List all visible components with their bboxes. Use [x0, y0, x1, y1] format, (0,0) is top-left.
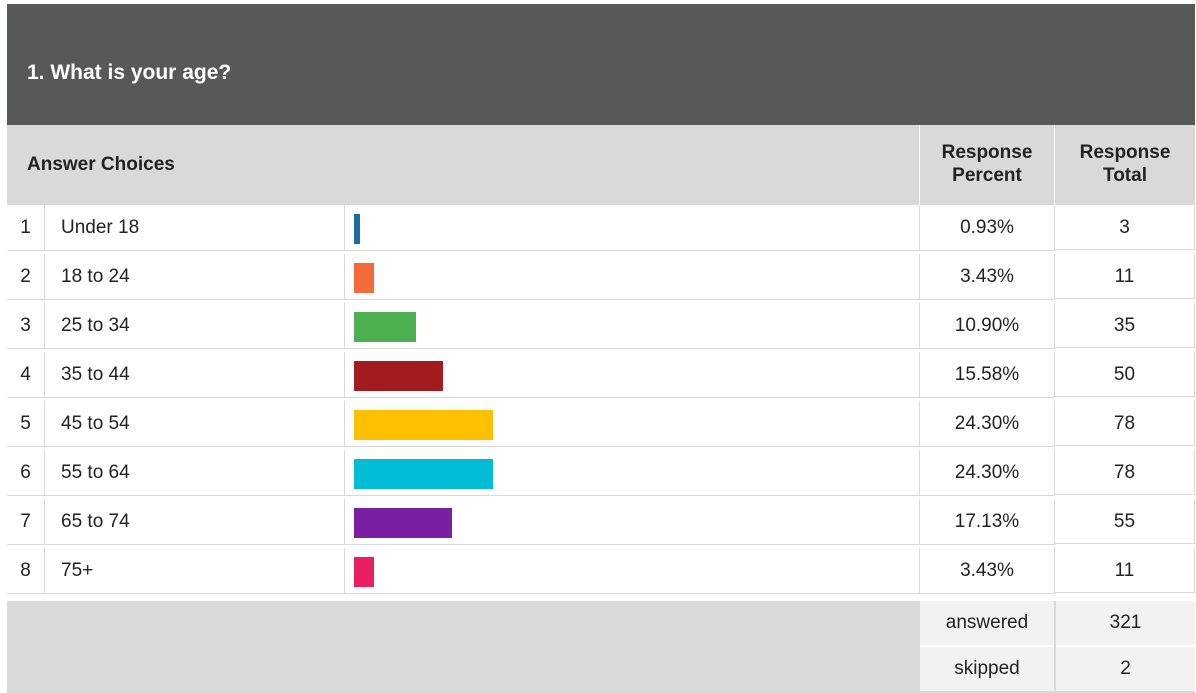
bar-cell: [345, 401, 920, 447]
bar-4: [354, 361, 443, 391]
response-percent: 15.58%: [920, 352, 1055, 398]
bar-cell: [345, 254, 920, 300]
response-percent: 3.43%: [920, 548, 1055, 594]
response-total: 50: [1055, 352, 1195, 397]
question-title: 1. What is your age?: [27, 61, 232, 84]
header-answer-choices-label: Answer Choices: [27, 154, 175, 175]
bar-cell: [345, 499, 920, 545]
response-total: 11: [1055, 548, 1195, 593]
row-label-cell: 35 to 44: [45, 352, 345, 398]
row-label-cell: 75+: [45, 548, 345, 594]
row-number: 7: [7, 499, 45, 545]
bar-5: [354, 410, 493, 440]
answer-choice-label: 55 to 64: [61, 462, 130, 483]
answered-count: 321: [1056, 601, 1195, 647]
row-number: 3: [7, 303, 45, 349]
answer-choice-label: 75+: [61, 560, 94, 581]
answer-choice-label: 18 to 24: [61, 266, 130, 287]
answer-choice-label: 25 to 34: [61, 315, 130, 336]
row-number: 4: [7, 352, 45, 398]
bar-8: [354, 557, 374, 587]
bar-1: [354, 214, 360, 244]
response-percent: 3.43%: [920, 254, 1055, 300]
table-row: 6 55 to 64 24.30% 78: [7, 450, 1195, 496]
response-total: 35: [1055, 303, 1195, 348]
response-percent: 24.30%: [920, 450, 1055, 496]
skipped-count: 2: [1056, 647, 1195, 691]
row-number: 2: [7, 254, 45, 300]
row-label-cell: Under 18: [45, 205, 345, 251]
table-row: 8 75+ 3.43% 11: [7, 548, 1195, 594]
response-total: 78: [1055, 401, 1195, 446]
response-total: 3: [1055, 205, 1195, 250]
response-summary: answered 321 skipped 2: [7, 601, 1195, 693]
table-row: 5 45 to 54 24.30% 78: [7, 401, 1195, 447]
answer-choice-label: 65 to 74: [61, 511, 130, 532]
bar-cell: [345, 303, 920, 349]
answer-choice-label: Under 18: [61, 217, 140, 238]
bar-cell: [345, 352, 920, 398]
header-response-total-line2: Total: [1103, 165, 1147, 186]
bar-cell: [345, 205, 920, 251]
header-response-total: Response Total: [1055, 125, 1195, 205]
response-total: 55: [1055, 499, 1195, 544]
header-response-percent-line2: Percent: [952, 165, 1022, 186]
response-percent: 10.90%: [920, 303, 1055, 349]
row-label-cell: 65 to 74: [45, 499, 345, 545]
header-response-percent-line1: Response: [941, 142, 1033, 163]
row-number: 1: [7, 205, 45, 251]
header-answer-choices: Answer Choices: [7, 125, 920, 205]
bar-6: [354, 459, 493, 489]
table-row: 7 65 to 74 17.13% 55: [7, 499, 1195, 545]
header-response-total-line1: Response: [1079, 142, 1171, 163]
response-total: 11: [1055, 254, 1195, 299]
bar-3: [354, 312, 416, 342]
response-percent: 24.30%: [920, 401, 1055, 447]
row-number: 8: [7, 548, 45, 594]
table-row: 4 35 to 44 15.58% 50: [7, 352, 1195, 398]
table-header-row: Answer Choices Response Percent Response…: [7, 125, 1195, 205]
row-label-cell: 55 to 64: [45, 450, 345, 496]
question-header: 1. What is your age?: [7, 4, 1195, 125]
bar-cell: [345, 450, 920, 496]
skipped-label: skipped: [920, 647, 1054, 691]
table-row: 1 Under 18 0.93% 3: [7, 205, 1195, 251]
answer-choice-label: 35 to 44: [61, 364, 130, 385]
row-number: 5: [7, 401, 45, 447]
survey-question-panel: 1. What is your age? Answer Choices Resp…: [7, 4, 1195, 693]
bar-cell: [345, 548, 920, 594]
row-number: 6: [7, 450, 45, 496]
answered-label: answered: [920, 601, 1054, 647]
bar-7: [354, 508, 452, 538]
header-response-percent: Response Percent: [920, 125, 1055, 205]
table-row: 3 25 to 34 10.90% 35: [7, 303, 1195, 349]
bar-2: [354, 263, 374, 293]
response-total: 78: [1055, 450, 1195, 495]
table-row: 2 18 to 24 3.43% 11: [7, 254, 1195, 300]
row-label-cell: 25 to 34: [45, 303, 345, 349]
response-percent: 17.13%: [920, 499, 1055, 545]
response-percent: 0.93%: [920, 205, 1055, 251]
answer-choice-label: 45 to 54: [61, 413, 130, 434]
row-label-cell: 45 to 54: [45, 401, 345, 447]
row-label-cell: 18 to 24: [45, 254, 345, 300]
